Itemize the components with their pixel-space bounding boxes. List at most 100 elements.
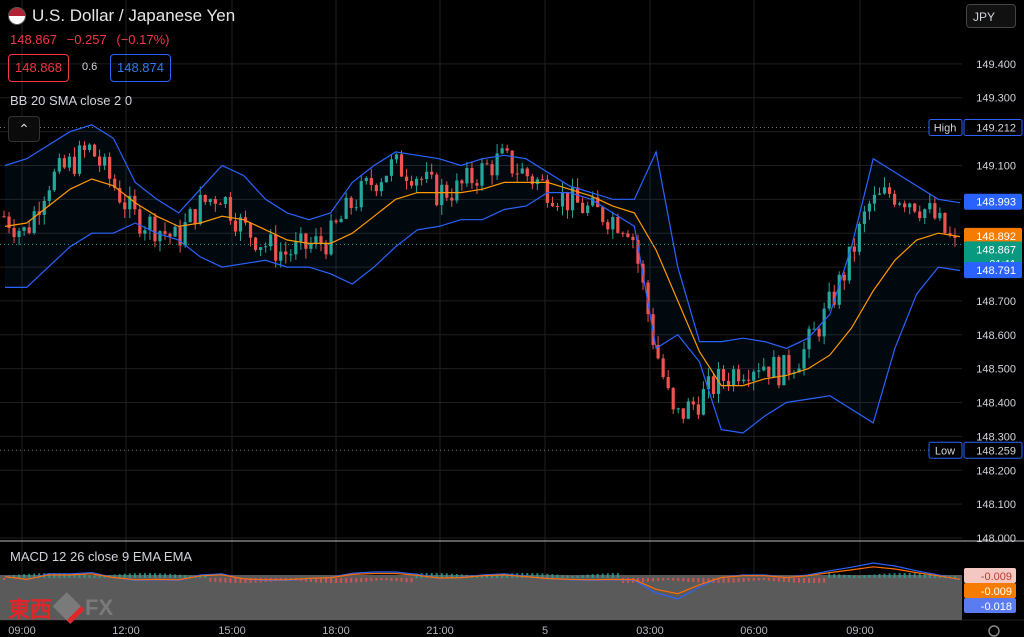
candle-body <box>787 355 791 374</box>
candle-body <box>329 220 333 255</box>
macd-value-box <box>964 568 1016 583</box>
sell-price-button[interactable]: 148.868 <box>8 54 69 82</box>
macd-bar <box>174 574 177 578</box>
price-tag-box <box>928 441 963 459</box>
macd-bar <box>148 573 151 578</box>
macd-bar <box>209 578 212 582</box>
candle-body <box>238 217 243 232</box>
macd-bar <box>727 578 730 583</box>
price-label-low: 148.259 Low <box>928 441 1023 459</box>
price-label-text: 148.892 <box>976 231 1016 243</box>
candle-body <box>435 174 439 206</box>
candle-body <box>747 379 751 381</box>
candle-body <box>686 401 690 419</box>
macd-bar <box>923 573 926 578</box>
macd-bar <box>556 574 559 578</box>
macd-bar <box>224 578 227 583</box>
macd-bar <box>828 573 831 578</box>
macd-bar <box>244 578 247 583</box>
macd-bar <box>360 578 363 583</box>
macd-bar <box>873 574 876 578</box>
macd-bar <box>58 573 61 578</box>
macd-bar <box>722 578 725 583</box>
macd-bar <box>78 574 81 578</box>
candle-body <box>656 344 660 359</box>
macd-bar <box>571 575 574 578</box>
price-label-text: 149.212 <box>976 123 1016 135</box>
candle-body <box>414 178 419 186</box>
bollinger-legend[interactable]: BB 20 SMA close 2 0 <box>10 93 133 108</box>
candle-body <box>691 401 695 405</box>
candle-body <box>631 236 635 240</box>
x-tick-label: 09:00 <box>8 625 36 637</box>
signal-line <box>4 566 961 595</box>
macd-bar <box>707 578 710 583</box>
macd-bar <box>365 578 368 582</box>
candle-body <box>626 233 630 237</box>
bb-basis-line <box>4 178 961 387</box>
macd-bar <box>98 575 101 578</box>
macd-bar <box>848 575 851 578</box>
candle-body <box>540 179 544 181</box>
candle-body <box>570 187 575 211</box>
macd-bar <box>3 578 5 580</box>
macd-bar <box>234 578 237 583</box>
macd-bar <box>772 578 775 582</box>
macd-legend[interactable]: MACD 12 26 close 9 EMA EMA <box>10 549 193 564</box>
x-tick-label: 06:00 <box>740 625 768 637</box>
macd-bar <box>53 573 56 578</box>
candle-body <box>17 230 21 237</box>
macd-bar <box>541 573 544 578</box>
macd-bar <box>214 578 217 582</box>
candle-body <box>309 243 313 249</box>
bb-lower-line <box>5 192 961 434</box>
candle-body <box>898 203 902 205</box>
macd-bar <box>933 574 936 578</box>
candle-body <box>228 197 233 221</box>
macd-bar <box>435 573 438 578</box>
macd-bar <box>319 578 322 583</box>
macd-bar <box>189 575 192 578</box>
candle-body <box>807 328 811 350</box>
candle-body <box>72 156 77 174</box>
macd-bar <box>913 573 916 578</box>
macd-bar <box>375 578 378 581</box>
candle-body <box>108 156 112 179</box>
candle-body <box>7 216 11 229</box>
macd-bar <box>28 573 31 578</box>
macd-bar <box>350 578 353 583</box>
candle-body <box>173 226 177 237</box>
collapse-legend-button[interactable]: ⌃ <box>8 116 40 142</box>
macd-bar <box>380 578 383 581</box>
candle-body <box>918 211 922 218</box>
macd-bar <box>883 573 886 578</box>
symbol-header[interactable]: U.S. Dollar / Japanese Yen <box>8 6 235 26</box>
candle-body <box>490 164 494 176</box>
candle-body <box>128 195 132 210</box>
macd-bar <box>405 578 408 583</box>
price-change-pct: (−0.17%) <box>116 32 170 47</box>
macd-bar <box>813 578 816 583</box>
macd-bar <box>576 575 579 578</box>
candle-body <box>530 176 534 185</box>
candle-body <box>721 369 726 381</box>
macd-bar <box>63 573 66 578</box>
currency-button[interactable]: JPY <box>966 4 1016 28</box>
macd-value-text: -0.018 <box>981 601 1012 613</box>
candle-body <box>661 358 665 378</box>
candle-body <box>264 246 268 248</box>
macd-bar <box>642 578 645 583</box>
buy-price-button[interactable]: 148.874 <box>110 54 171 82</box>
macd-bar <box>491 574 494 578</box>
candle-body <box>706 376 711 390</box>
candle-body <box>404 176 409 182</box>
macd-bar <box>928 573 931 578</box>
us-flag-icon <box>8 7 26 25</box>
candle-body <box>908 203 912 208</box>
candle-body <box>616 216 620 233</box>
price-label-text: 148.791 <box>976 265 1016 277</box>
price-label-box <box>963 119 1023 137</box>
macd-bar <box>611 573 614 578</box>
candle-body <box>882 187 887 194</box>
